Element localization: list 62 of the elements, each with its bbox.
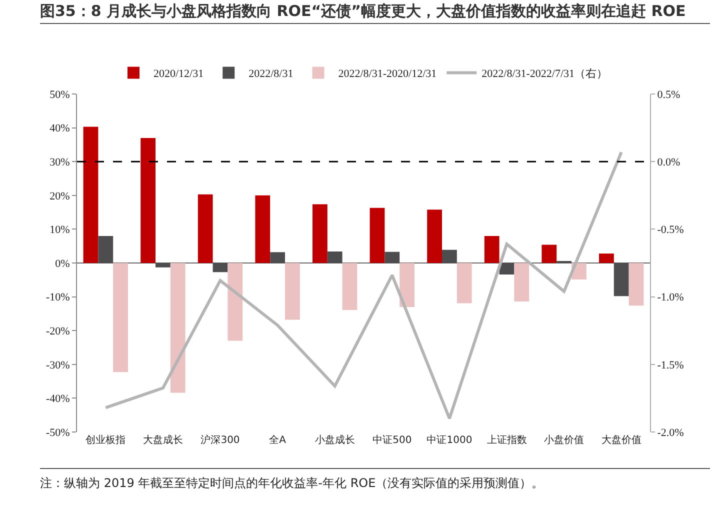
y2-tick-label: -0.5% (657, 224, 684, 236)
bar (156, 263, 170, 268)
bar (198, 194, 213, 263)
bar (484, 236, 500, 263)
bar (542, 244, 557, 263)
x-tick-label: 大盘价值 (601, 434, 642, 446)
x-tick-label: 大盘成长 (142, 434, 183, 446)
x-tick-label: 沪深300 (200, 434, 240, 446)
y-tick-label: 30% (50, 156, 70, 168)
bar (456, 263, 472, 304)
legend-label: 2022/8/31 (248, 68, 294, 80)
x-tick-label: 全A (269, 434, 286, 446)
y-tick-label: -40% (46, 393, 70, 406)
bar (599, 254, 614, 263)
legend-label: 2022/8/31-2022/7/31（右） (482, 68, 608, 80)
bar (427, 210, 442, 263)
bar (212, 263, 228, 272)
bar (98, 236, 114, 263)
bar (228, 263, 243, 341)
bar (499, 263, 514, 274)
bar (113, 263, 128, 372)
y2-tick-label: 0.0% (657, 156, 680, 168)
x-tick-label: 中证1000 (426, 434, 472, 446)
y-tick-label: 40% (50, 122, 70, 135)
x-tick-label: 小盘成长 (314, 434, 355, 446)
bar (83, 126, 98, 263)
bar (327, 252, 342, 263)
bar (384, 252, 400, 263)
y2-tick-label: -1.0% (657, 292, 684, 304)
bar (514, 263, 530, 302)
bar (400, 263, 414, 307)
x-tick-label: 中证500 (372, 434, 412, 446)
bar (285, 263, 300, 320)
bar (614, 263, 629, 296)
y2-tick-label: 0.5% (657, 88, 680, 101)
bar (342, 263, 358, 310)
y-tick-label: 50% (50, 88, 70, 101)
legend-label: 2022/8/31-2020/12/31 (338, 68, 437, 80)
y2-tick-label: -2.0% (657, 426, 684, 439)
bar (442, 250, 457, 263)
bar (270, 252, 285, 263)
line-series (104, 150, 623, 420)
y-tick-label: -10% (46, 292, 70, 304)
y-tick-label: -20% (46, 325, 70, 338)
bar (170, 263, 186, 393)
bar (628, 263, 644, 306)
bar (312, 204, 328, 263)
y2-tick-label: -1.5% (657, 359, 684, 372)
y-tick-label: -50% (46, 426, 70, 439)
bar (255, 195, 270, 263)
legend-label: 2020/12/31 (154, 68, 204, 80)
x-tick-label: 小盘价值 (544, 434, 584, 446)
x-tick-label: 创业板指 (86, 434, 126, 446)
bar (140, 138, 156, 263)
y-tick-label: 20% (50, 190, 70, 202)
text: 注：纵轴为 2019 年截至至特定时间点的年化收益率-年化 ROE（没有实际值的采用预测值）。 (40, 468, 710, 493)
chart-title: 图35：8 月成长与小盘风格指数向 ROE“还债”幅度更大，大盘价值指数的收益率则在追赶 ROE (40, 2, 710, 24)
y-tick-label: 0% (55, 258, 70, 270)
y-tick-label: 10% (50, 224, 70, 236)
x-tick-label: 上证指数 (486, 434, 527, 446)
bar (370, 208, 385, 263)
y-tick-label: -30% (46, 359, 70, 372)
